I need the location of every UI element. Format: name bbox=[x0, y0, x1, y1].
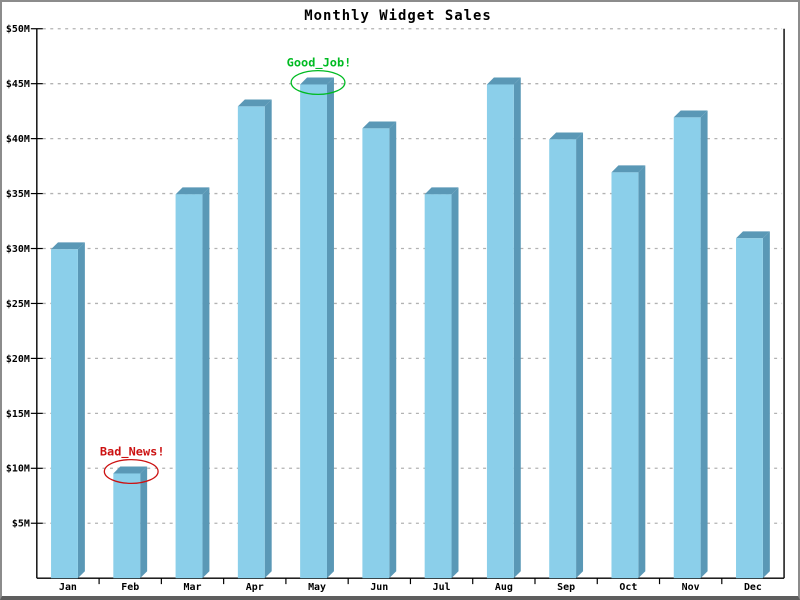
month-label-Jun: Jun bbox=[370, 582, 388, 593]
annotation-text-May: Good_Job! bbox=[287, 56, 352, 71]
bar-side-face-May bbox=[326, 77, 334, 579]
month-label-Mar: Mar bbox=[184, 582, 202, 593]
bar-side-face-Sep bbox=[576, 132, 584, 579]
bar-top-face-Dec bbox=[736, 231, 770, 239]
annotations-group: Good_Job! Bad_News! bbox=[100, 56, 352, 485]
bar-side-face-Nov bbox=[700, 110, 708, 579]
bar-top-face-Mar bbox=[175, 187, 210, 195]
annotation-ellipse-Feb bbox=[103, 458, 159, 485]
month-label-Sep: Sep bbox=[557, 582, 575, 593]
bar-Dec bbox=[736, 231, 770, 579]
y-tick-label-25: $25M bbox=[6, 299, 30, 310]
month-label-Feb: Feb bbox=[121, 582, 139, 593]
bar-Jul bbox=[424, 187, 459, 579]
month-label-Jul: Jul bbox=[433, 582, 451, 593]
bar-top-face-Oct bbox=[611, 165, 646, 173]
bar-side-face-Oct bbox=[638, 165, 646, 579]
bar-front-face-Jun bbox=[362, 128, 390, 579]
bar-front-face-May bbox=[300, 84, 327, 579]
annotation-text-Feb: Bad_News! bbox=[100, 445, 165, 460]
month-label-Apr: Apr bbox=[246, 582, 264, 593]
month-label-Oct: Oct bbox=[619, 582, 637, 593]
bar-front-face-Feb bbox=[113, 473, 141, 579]
bar-side-face-Dec bbox=[762, 231, 770, 579]
bar-front-face-Sep bbox=[549, 139, 577, 579]
y-tick-label-30: $30M bbox=[6, 244, 30, 255]
bar-side-face-Jun bbox=[389, 121, 397, 579]
y-tick-label-35: $35M bbox=[6, 189, 30, 200]
bar-side-face-Jul bbox=[451, 187, 459, 579]
bar-Sep bbox=[549, 132, 584, 579]
bar-front-face-Nov bbox=[673, 117, 701, 579]
bar-top-face-May bbox=[300, 77, 334, 85]
bar-Oct bbox=[611, 165, 646, 579]
bar-Jan bbox=[51, 242, 85, 579]
bar-front-face-Dec bbox=[736, 238, 763, 579]
bar-front-face-Apr bbox=[237, 106, 265, 579]
month-label-Jan: Jan bbox=[59, 582, 77, 593]
bar-top-face-Aug bbox=[486, 77, 521, 85]
bar-top-face-Feb bbox=[113, 466, 148, 474]
month-label-Dec: Dec bbox=[744, 582, 762, 593]
bar-side-face-Apr bbox=[264, 99, 272, 579]
bar-top-face-Nov bbox=[673, 110, 708, 118]
bar-front-face-Aug bbox=[486, 84, 514, 579]
annotation-ellipse-May bbox=[290, 69, 346, 95]
axis-labels-group: $5M $10M $15M $20M $25M $30M $35M $40M $45M $50M J… bbox=[6, 24, 762, 593]
y-tick-label-20: $20M bbox=[6, 354, 30, 365]
bar-Apr bbox=[237, 99, 272, 579]
bar-front-face-Mar bbox=[175, 194, 203, 579]
y-tick-label-40: $40M bbox=[6, 134, 30, 145]
bar-side-face-Aug bbox=[513, 77, 521, 579]
bar-top-face-Sep bbox=[549, 132, 584, 140]
bar-top-face-Jun bbox=[362, 121, 397, 129]
y-tick-label-50: $50M bbox=[6, 24, 30, 35]
bar-May bbox=[300, 77, 334, 579]
axes-group bbox=[30, 28, 785, 585]
bar-Jun bbox=[362, 121, 397, 579]
bar-Feb bbox=[113, 466, 148, 579]
month-label-Nov: Nov bbox=[682, 582, 700, 593]
chart-title: Monthly Widget Sales bbox=[304, 8, 491, 24]
y-tick-label-15: $15M bbox=[6, 409, 30, 420]
month-label-May: May bbox=[308, 582, 326, 593]
y-tick-label-45: $45M bbox=[6, 79, 30, 90]
bar-top-face-Apr bbox=[237, 99, 272, 107]
y-tick-label-10: $10M bbox=[6, 464, 30, 475]
bar-side-face-Mar bbox=[202, 187, 210, 579]
bar-front-face-Jul bbox=[424, 194, 452, 579]
bar-side-face-Feb bbox=[140, 466, 148, 579]
bar-front-face-Jan bbox=[51, 249, 78, 579]
bar-side-face-Jan bbox=[77, 242, 85, 579]
month-label-Aug: Aug bbox=[495, 582, 513, 593]
bars-group bbox=[51, 77, 770, 579]
bar-front-face-Oct bbox=[611, 172, 639, 579]
bar-Mar bbox=[175, 187, 210, 579]
bar-top-face-Jul bbox=[424, 187, 459, 195]
bar-Nov bbox=[673, 110, 708, 579]
y-tick-label-5: $5M bbox=[12, 519, 30, 530]
bar-top-face-Jan bbox=[51, 242, 85, 250]
bar-Aug bbox=[486, 77, 521, 579]
